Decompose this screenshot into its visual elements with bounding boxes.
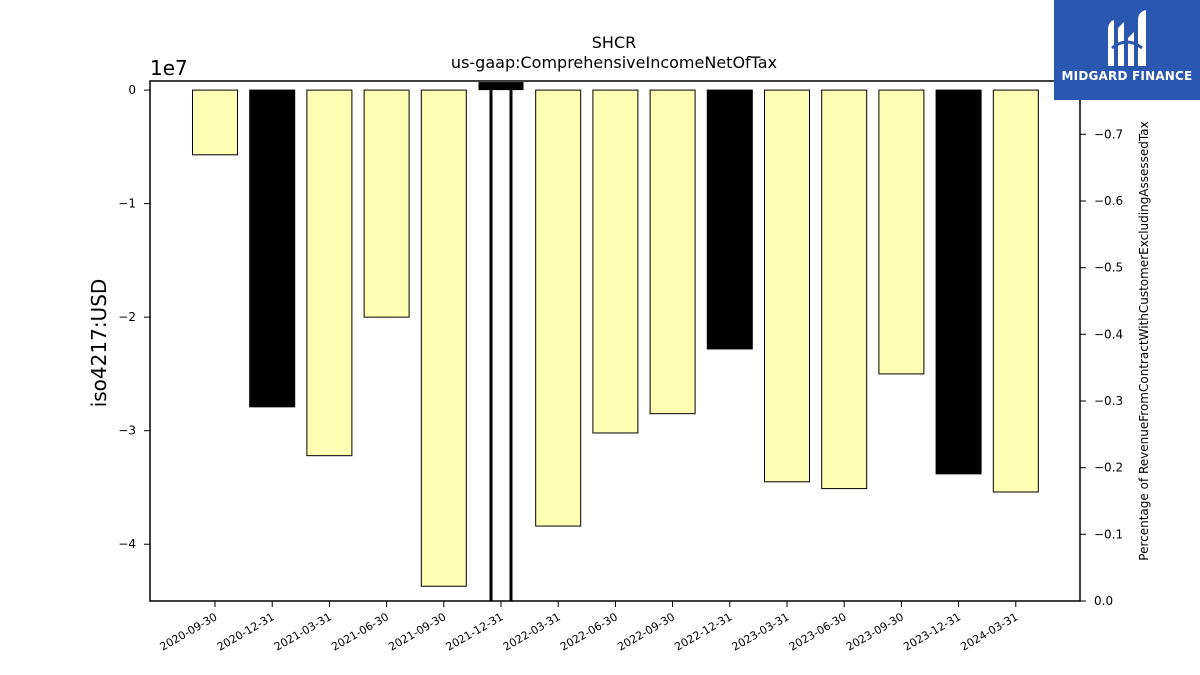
- bar: [821, 89, 868, 490]
- y2-tick-label: −0.3: [1094, 394, 1123, 408]
- x-tick-label: 2024-03-31: [958, 610, 1020, 653]
- bar: [592, 89, 639, 434]
- x-tick-label: 2023-09-30: [844, 610, 906, 653]
- y2-tick-label: −0.5: [1094, 261, 1123, 275]
- x-tick-label: 2021-12-31: [444, 610, 506, 653]
- bar: [935, 89, 982, 475]
- y2-axis-label: Percentage of RevenueFromContractWithCus…: [1137, 121, 1151, 560]
- x-tick-label: 2022-06-30: [558, 610, 620, 653]
- bar: [306, 89, 353, 457]
- x-tick-label: 2021-03-31: [272, 610, 334, 653]
- brand-logo: MIDGARD FINANCE: [1054, 0, 1200, 100]
- y-tick-label: −2: [118, 310, 136, 324]
- x-ticks-group: 2020-09-302020-12-312021-03-312021-06-30…: [158, 601, 1020, 654]
- x-tick-label: 2020-09-30: [158, 610, 220, 653]
- x-tick-label: 2023-06-30: [787, 610, 849, 653]
- y2-tick-label: 0.0: [1094, 594, 1113, 608]
- plot-frame: [149, 80, 1081, 602]
- bar: [363, 89, 410, 318]
- y-axis-label: iso4217:USD: [87, 279, 111, 408]
- bar: [764, 89, 810, 483]
- y-tick-label: −1: [118, 197, 136, 211]
- bar-marker: [478, 82, 524, 91]
- y2-tick-label: −0.6: [1094, 194, 1123, 208]
- bar: [535, 89, 582, 527]
- x-tick-label: 2021-06-30: [329, 610, 391, 653]
- y2-tick-label: −0.1: [1094, 527, 1123, 541]
- chart-subtitle: us-gaap:ComprehensiveIncomeNetOfTax: [451, 53, 777, 72]
- y-ticks-group: 0 −1 −2 −3 −4: [118, 83, 150, 551]
- y2-ticks-group: 0.0 −0.1 −0.2 −0.3 −0.4 −0.5 −0.6 −0.7: [1080, 127, 1123, 608]
- chart-title: SHCR: [592, 33, 636, 52]
- bar: [192, 89, 238, 156]
- x-tick-label: 2023-12-31: [901, 610, 963, 653]
- y-tick-label: −4: [118, 537, 136, 551]
- x-tick-label: 2022-09-30: [615, 610, 677, 653]
- bar: [878, 89, 925, 375]
- x-tick-label: 2021-09-30: [386, 610, 448, 653]
- x-tick-label: 2020-12-31: [215, 610, 277, 653]
- x-tick-label: 2022-12-31: [672, 610, 734, 653]
- bar: [249, 89, 296, 408]
- midgard-logo-icon: [1108, 10, 1146, 66]
- x-tick-label: 2023-03-31: [730, 610, 792, 653]
- bars-group: [192, 82, 1039, 601]
- bar: [420, 89, 467, 587]
- y2-tick-label: −0.4: [1094, 327, 1123, 341]
- bar: [992, 89, 1039, 493]
- y-tick-label: −3: [118, 424, 136, 438]
- bar: [706, 89, 753, 350]
- x-tick-label: 2022-03-31: [501, 610, 563, 653]
- y2-tick-label: −0.7: [1094, 127, 1123, 141]
- bar: [649, 89, 696, 415]
- y-tick-label: 0: [128, 83, 136, 97]
- logo-text: MIDGARD FINANCE: [1061, 69, 1193, 83]
- y-multiplier-label: 1e7: [150, 56, 188, 80]
- y2-tick-label: −0.2: [1094, 461, 1123, 475]
